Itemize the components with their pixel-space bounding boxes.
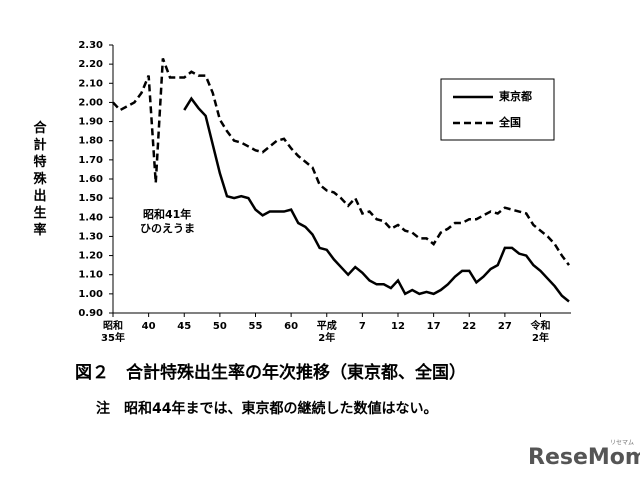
y-tick-label: 2.30 xyxy=(78,40,103,51)
x-tick-label: 7 xyxy=(359,321,366,332)
y-tick-label: 1.80 xyxy=(78,136,103,147)
y-tick-label: 1.60 xyxy=(78,174,103,185)
x-tick-label: 55 xyxy=(249,321,263,332)
x-tick-label: 22 xyxy=(462,321,476,332)
annotation: 昭和41年 xyxy=(143,207,191,221)
x-tick-label: 昭和 35年 xyxy=(101,319,125,344)
annotation: ひのえうま xyxy=(140,222,195,235)
y-tick-label: 2.20 xyxy=(78,59,103,70)
x-tick-label: 60 xyxy=(284,321,298,332)
caption: 図２ 合計特殊出生率の年次推移（東京都、全国） xyxy=(75,362,466,383)
legend-label: 全国 xyxy=(498,115,521,129)
y-tick-label: 2.00 xyxy=(78,97,103,108)
y-tick-label: 1.40 xyxy=(78,212,103,223)
y-tick-label: 0.90 xyxy=(78,308,103,319)
series-line xyxy=(183,96,570,303)
y-tick-label: 1.30 xyxy=(78,231,103,242)
x-tick-label: 40 xyxy=(142,321,156,332)
y-tick-label: 2.10 xyxy=(78,78,103,89)
y-tick-label: 1.20 xyxy=(78,251,103,262)
x-tick-label: 45 xyxy=(177,321,191,332)
y-tick-label: 1.10 xyxy=(78,270,103,281)
legend-box xyxy=(440,78,555,141)
x-tick-label: 12 xyxy=(391,321,405,332)
brand-kana: リセマム xyxy=(610,440,634,447)
x-tick-label: 令和 2年 xyxy=(530,319,551,344)
x-tick-label: 27 xyxy=(498,321,512,332)
brand: ReseMom xyxy=(528,445,640,470)
x-tick-label: 平成 2年 xyxy=(317,319,337,344)
series-line xyxy=(112,57,571,266)
y-tick-label: 1.70 xyxy=(78,155,103,166)
y-tick-label: 1.90 xyxy=(78,117,103,128)
x-tick-label: 50 xyxy=(213,321,227,332)
legend-label: 東京都 xyxy=(499,89,532,103)
y-axis-label: 合計特殊出生率 xyxy=(31,120,47,240)
y-tick-label: 1.50 xyxy=(78,193,103,204)
x-tick-label: 17 xyxy=(427,321,441,332)
note: 注 昭和44年までは、東京都の継続した数値はない。 xyxy=(96,400,437,417)
y-tick-label: 1.00 xyxy=(78,289,103,300)
